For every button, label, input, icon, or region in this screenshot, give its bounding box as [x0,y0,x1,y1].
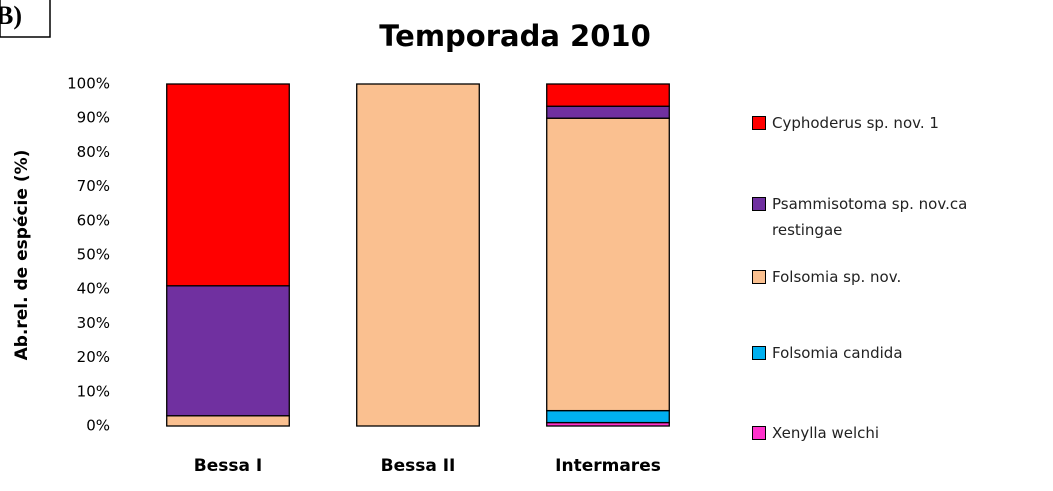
x-tick-label: Intermares [555,456,661,476]
bar-segment [356,83,480,427]
legend-swatch [752,197,766,211]
panel-label: B) [0,1,22,30]
chart-title: Temporada 2010 [379,19,651,53]
legend-swatch [752,426,766,440]
y-tick-label: 100% [67,75,110,93]
y-tick-label: 60% [77,211,110,229]
y-tick-label: 80% [77,143,110,161]
bar-segment [546,409,670,424]
y-tick-label: 10% [77,382,110,400]
y-tick-label: 20% [77,348,110,366]
y-tick-label: 70% [77,177,110,195]
legend-label: Folsomia sp. nov. [772,268,902,286]
bar-segment [546,83,670,107]
legend-label: Folsomia candida [772,344,903,362]
y-tick-label: 0% [86,417,110,435]
legend-swatch [752,270,766,284]
legend-swatch [752,346,766,360]
legend-item: Folsomia candida [752,340,1042,366]
legend-swatch [752,116,766,130]
bar-segment [546,105,670,119]
legend-label: Cyphoderus sp. nov. 1 [772,114,939,132]
y-axis-label: Ab.rel. de espécie (%) [12,150,32,361]
legend-item: Xenylla welchi [752,420,1042,446]
x-tick-label: Bessa II [381,456,456,476]
legend-label: Xenylla welchi [772,424,880,442]
y-tick-label: 50% [77,246,110,264]
legend-item: Cyphoderus sp. nov. 1 [752,110,1042,136]
bar-segment [166,83,290,287]
panel-box [0,0,51,38]
legend-item: Psammisotoma sp. nov.ca restingae [752,191,1042,243]
legend-item: Folsomia sp. nov. [752,264,1042,290]
bar-segment [546,117,670,412]
x-tick-label: Bessa I [194,456,262,476]
bar-segment [166,285,290,417]
bar-segment [166,415,290,427]
y-tick-label: 90% [77,109,110,127]
y-tick-label: 30% [77,314,110,332]
legend-label: Psammisotoma sp. nov.ca restingae [772,195,968,239]
y-tick-label: 40% [77,280,110,298]
